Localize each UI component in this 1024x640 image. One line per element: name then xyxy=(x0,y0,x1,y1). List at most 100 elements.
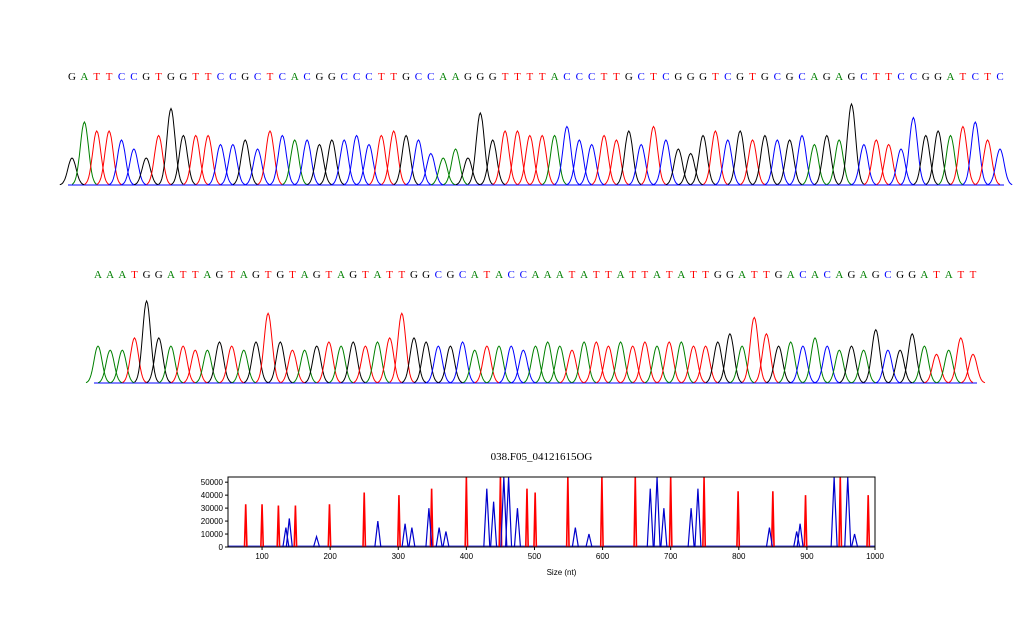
trace-peak xyxy=(529,134,555,185)
base-letter: G xyxy=(736,71,744,83)
base-letter: T xyxy=(650,71,657,83)
trace-peak xyxy=(535,341,560,383)
peak xyxy=(793,531,801,548)
trace-peak xyxy=(693,345,718,384)
trace-peak xyxy=(401,337,427,383)
trace-peak xyxy=(269,134,295,185)
trace-peak xyxy=(158,345,184,384)
trace-peak xyxy=(802,337,828,383)
trace-peak xyxy=(584,341,609,383)
base-letter: G xyxy=(410,269,418,281)
base-letter: G xyxy=(464,71,472,83)
base-letter: G xyxy=(848,71,856,83)
peak xyxy=(736,491,741,548)
peak xyxy=(533,492,538,548)
trace-peak xyxy=(975,139,1001,185)
trace-peak xyxy=(316,341,342,383)
base-letter: T xyxy=(131,269,138,281)
base-letter: A xyxy=(203,269,211,281)
base-letter: C xyxy=(130,71,137,83)
trace-peak xyxy=(232,139,258,185)
base-letter: A xyxy=(291,71,299,83)
base-letter: T xyxy=(378,71,385,83)
trace-peak xyxy=(170,134,196,185)
trace-peak xyxy=(243,341,269,383)
peak xyxy=(312,534,321,548)
trace-peak xyxy=(863,328,889,383)
base-letter: C xyxy=(217,71,224,83)
trace-peak xyxy=(499,345,524,384)
base-letter: C xyxy=(799,269,806,281)
base-letter: T xyxy=(613,71,620,83)
trace-peak xyxy=(888,148,914,186)
trace-peak xyxy=(219,345,244,384)
trace-peak xyxy=(331,139,357,185)
trace-peak xyxy=(801,143,827,186)
y-tick-label: 40000 xyxy=(201,491,224,500)
base-letter: T xyxy=(601,71,608,83)
base-letter: G xyxy=(276,269,284,281)
trace-peak xyxy=(231,349,257,384)
y-tick-label: 30000 xyxy=(201,504,224,513)
base-letter: G xyxy=(446,269,454,281)
trace-peak xyxy=(319,139,345,185)
base-letter: T xyxy=(763,269,770,281)
trace-peak xyxy=(678,152,704,186)
trace-peak xyxy=(183,134,209,185)
base-letter: T xyxy=(702,269,709,281)
base-letter: A xyxy=(532,269,540,281)
trace-peak xyxy=(280,349,305,384)
peak xyxy=(243,504,248,548)
base-letter: T xyxy=(93,71,100,83)
base-letter: G xyxy=(786,71,794,83)
chart-title: 038.F05_04121615OG xyxy=(491,451,593,463)
base-letter: G xyxy=(315,71,323,83)
trace-peak xyxy=(486,345,512,384)
trace-peak xyxy=(377,337,402,383)
base-letter: C xyxy=(884,269,891,281)
base-letter: G xyxy=(847,269,855,281)
peak xyxy=(765,527,774,548)
base-letter: T xyxy=(484,269,491,281)
trace-peak xyxy=(59,157,85,186)
peak xyxy=(282,527,290,548)
peak xyxy=(646,488,654,548)
peak xyxy=(401,523,409,548)
trace-peak xyxy=(717,332,743,383)
base-letter: T xyxy=(205,71,212,83)
peak xyxy=(442,531,450,548)
base-letter: G xyxy=(216,269,224,281)
plot-area xyxy=(228,476,875,548)
base-letter: T xyxy=(593,269,600,281)
trace-peak xyxy=(405,139,431,185)
trace-peak xyxy=(656,341,682,383)
base-letter: A xyxy=(945,269,953,281)
base-letter: T xyxy=(526,71,533,83)
trace-peak xyxy=(620,345,645,384)
trace-peak xyxy=(789,134,815,185)
trace-peak xyxy=(523,345,548,384)
peak xyxy=(374,521,382,548)
y-tick-label: 50000 xyxy=(201,478,224,487)
x-tick-label: 900 xyxy=(800,552,814,561)
trace-peak xyxy=(729,345,755,384)
trace-peak xyxy=(752,134,778,185)
base-letter: T xyxy=(957,269,964,281)
base-letter: A xyxy=(835,269,843,281)
trace-peak xyxy=(474,345,500,384)
trace-peak xyxy=(960,353,986,384)
trace-peak xyxy=(778,341,803,383)
x-tick-label: 700 xyxy=(664,552,678,561)
trace-peak xyxy=(455,157,481,186)
trace-peak xyxy=(727,130,753,185)
trace-peak xyxy=(938,134,964,185)
base-letter: C xyxy=(520,269,527,281)
trace-peak xyxy=(887,349,913,384)
base-letter: A xyxy=(551,71,559,83)
trace-peak xyxy=(292,349,317,384)
trace-peak xyxy=(71,120,97,185)
trace-peak xyxy=(547,345,572,384)
base-letter: G xyxy=(313,269,321,281)
